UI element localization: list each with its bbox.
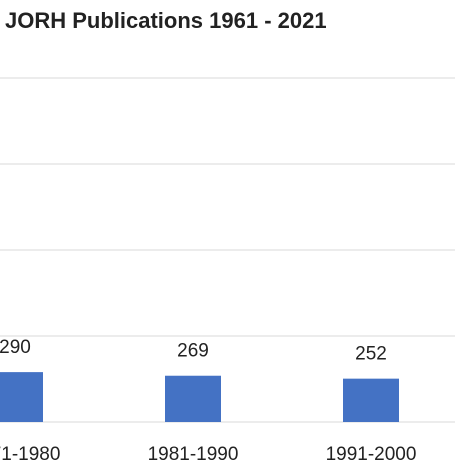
- data-label: 290: [0, 337, 31, 358]
- x-tick-label: 1991-2000: [326, 444, 417, 465]
- data-label: 252: [355, 344, 387, 365]
- data-label: 269: [177, 341, 209, 362]
- x-tick-label: 1981-1990: [148, 444, 239, 465]
- bar: [343, 378, 399, 422]
- bar: [165, 375, 221, 422]
- x-tick-label: 1971-1980: [0, 444, 60, 465]
- chart-title: JORH Publications 1961 - 2021: [5, 8, 327, 33]
- bar: [0, 372, 43, 422]
